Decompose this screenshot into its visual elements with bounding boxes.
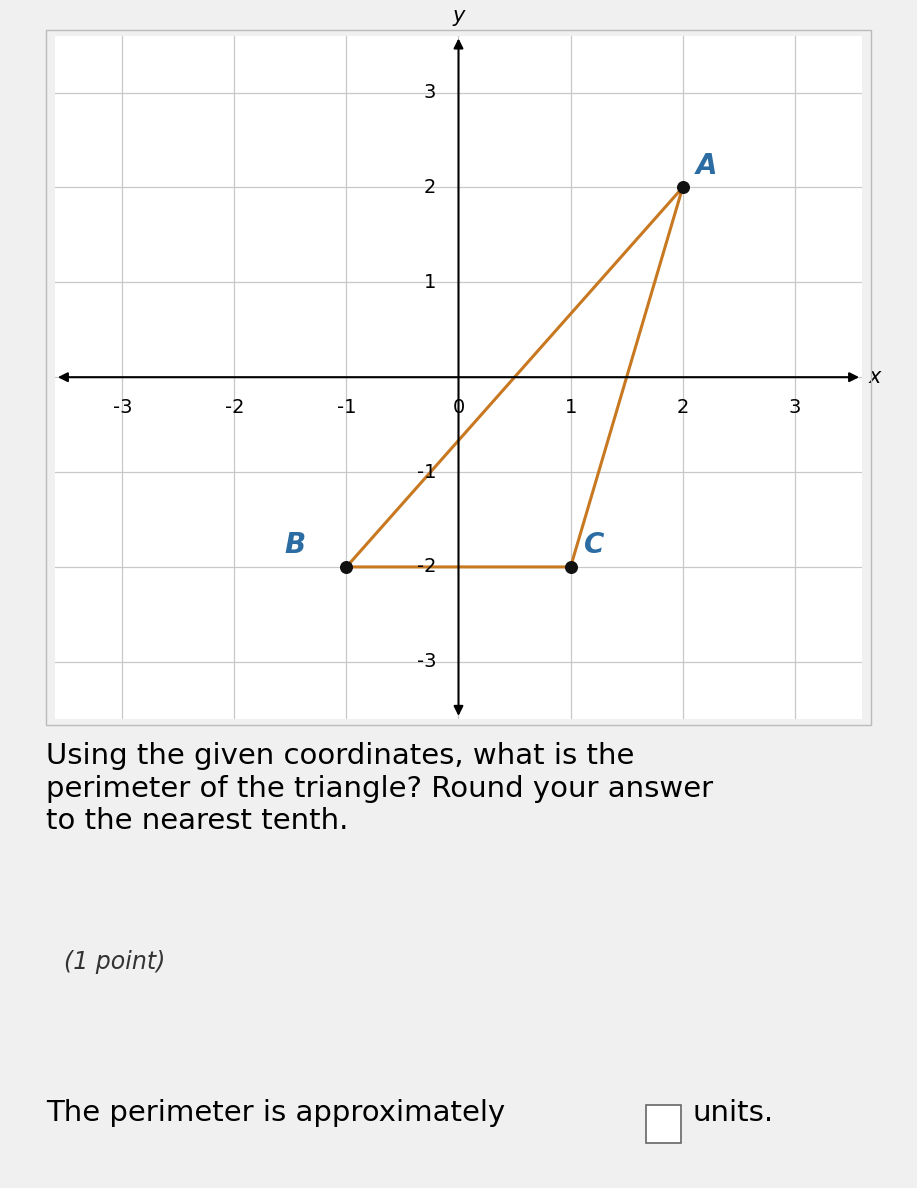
Text: 3: 3 [789, 398, 801, 417]
Text: -1: -1 [337, 398, 356, 417]
Text: 1: 1 [424, 273, 436, 292]
Text: 2: 2 [424, 178, 436, 197]
Text: 3: 3 [424, 83, 436, 102]
Point [675, 178, 690, 197]
Text: -3: -3 [416, 652, 436, 671]
Point [563, 557, 578, 576]
Text: B: B [285, 531, 306, 560]
Text: C: C [584, 531, 604, 560]
Text: -2: -2 [416, 557, 436, 576]
Text: Using the given coordinates, what is the
perimeter of the triangle? Round your a: Using the given coordinates, what is the… [46, 742, 713, 835]
Text: A: A [696, 152, 718, 179]
Text: 1: 1 [564, 398, 577, 417]
Point [339, 557, 354, 576]
Text: units.: units. [692, 1099, 773, 1127]
Text: -1: -1 [416, 462, 436, 481]
Text: -2: -2 [225, 398, 244, 417]
Text: 2: 2 [677, 398, 689, 417]
Text: (1 point): (1 point) [64, 950, 166, 974]
Text: -3: -3 [113, 398, 132, 417]
Text: 0: 0 [452, 398, 465, 417]
Text: x: x [868, 367, 881, 387]
Text: The perimeter is approximately: The perimeter is approximately [46, 1099, 505, 1127]
Text: y: y [452, 6, 465, 26]
